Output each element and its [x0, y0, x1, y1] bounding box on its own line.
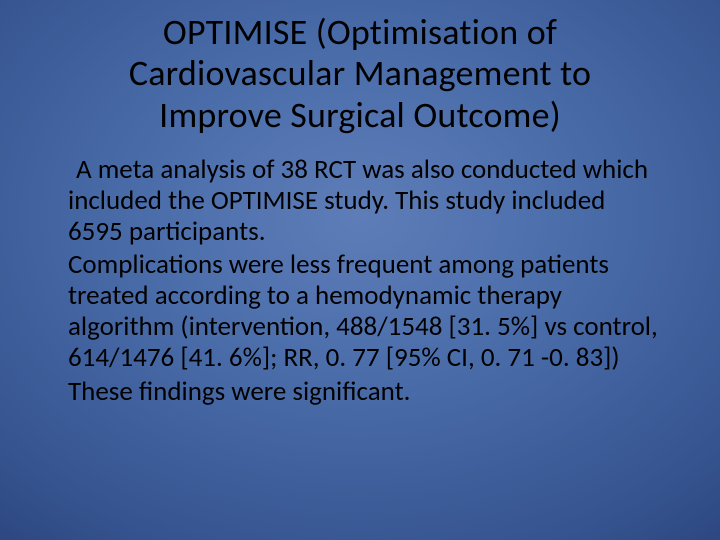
body-paragraph-3: These findings were significant.: [68, 376, 660, 407]
slide-title: OPTIMISE (Optimisation of Cardiovascular…: [70, 12, 650, 136]
slide: OPTIMISE (Optimisation of Cardiovascular…: [0, 0, 720, 540]
body-paragraph-2: Complications were less frequent among p…: [68, 249, 660, 373]
body-paragraph-1: A meta analysis of 38 RCT was also condu…: [68, 154, 660, 247]
slide-body: A meta analysis of 38 RCT was also condu…: [40, 154, 680, 406]
